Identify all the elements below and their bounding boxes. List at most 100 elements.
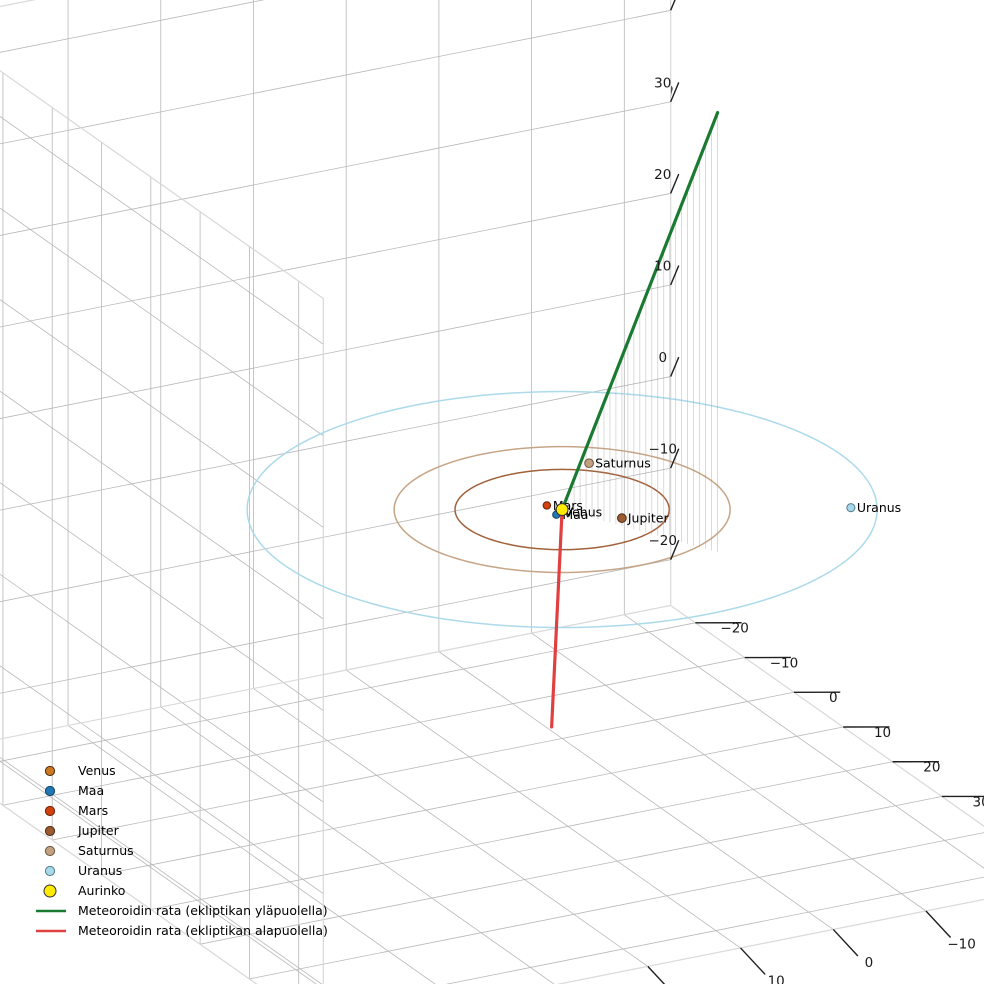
tick-mark <box>670 448 680 469</box>
tick-label-x-5: 30 <box>973 794 984 810</box>
legend-marker-icon <box>44 805 56 817</box>
tick-mark <box>670 173 680 194</box>
legend-label: Meteoroidin rata (ekliptikan yläpuolella… <box>78 903 328 918</box>
legend-marker-icon <box>44 765 56 777</box>
grid-line <box>0 573 324 803</box>
sun-marker <box>555 503 569 516</box>
axis-ticks: −20−1001020304050−20−1001020304050−20−10… <box>647 0 984 984</box>
tick-label-z-3: 10 <box>654 259 671 275</box>
box-edge <box>556 898 984 984</box>
legend-label: Maa <box>78 783 104 798</box>
grid-line <box>0 756 323 984</box>
grid-line <box>0 207 324 437</box>
legend-item-venus[interactable]: Venus <box>44 763 116 778</box>
planet-label: Uranus <box>857 500 901 515</box>
grid-line <box>52 691 794 841</box>
orbit-saturnus <box>393 445 731 574</box>
orbit-jupiter <box>454 468 670 551</box>
tick-mark <box>670 539 680 560</box>
tick-label-x-1: −10 <box>770 655 799 671</box>
tick-label-y-1: −10 <box>947 937 976 953</box>
grid-line <box>438 651 834 930</box>
legend-label: Meteoroidin rata (ekliptikan alapuolella… <box>78 923 328 938</box>
grid-line <box>0 482 324 711</box>
tick-label-z-5: 30 <box>654 75 671 91</box>
track-above-ecliptic <box>560 110 720 512</box>
grid-line <box>0 622 696 762</box>
planet-label: Saturnus <box>595 456 651 471</box>
tick-label-x-2: 0 <box>829 690 838 706</box>
grid-line <box>624 614 984 869</box>
tick-mark <box>925 910 952 938</box>
grid-line <box>67 725 436 984</box>
planet-marker <box>846 503 856 513</box>
grid-line <box>0 299 324 528</box>
legend: Venus Maa Mars Jupiter Saturnus Uranus Aurinko… <box>36 763 328 938</box>
box-edge <box>0 70 324 299</box>
planet-marker <box>584 458 594 469</box>
legend-item-uranus[interactable]: Uranus <box>44 863 122 878</box>
legend-item-meteoroidin-rata-ekliptikan-alapuolella[interactable]: Meteoroidin rata (ekliptikan alapuolella… <box>36 923 328 938</box>
tick-mark <box>647 965 666 984</box>
box-edge <box>0 604 671 740</box>
box-edge <box>670 605 984 827</box>
tick-mark <box>740 947 766 975</box>
legend-label: Uranus <box>78 863 122 878</box>
body-uranus: Uranus <box>846 500 901 515</box>
legend-label: Jupiter <box>77 823 120 838</box>
legend-item-maa[interactable]: Maa <box>44 783 104 798</box>
legend-label: Mars <box>78 803 108 818</box>
planet-orbits <box>246 390 878 629</box>
planet-label: Maa <box>562 507 588 522</box>
tick-label-y-3: 10 <box>768 973 785 984</box>
legend-item-aurinko[interactable]: Aurinko <box>43 883 125 898</box>
grid-line <box>253 688 649 967</box>
tick-mark <box>670 356 680 377</box>
planet-marker <box>617 513 627 523</box>
grid-line <box>531 632 927 912</box>
body-maa: Maa <box>552 507 588 522</box>
body-jupiter: Jupiter <box>617 511 670 526</box>
tick-mark <box>832 928 859 957</box>
grid-line <box>150 761 893 910</box>
legend-label: Saturnus <box>78 843 134 858</box>
tick-label-x-0: −20 <box>720 621 749 637</box>
tick-mark <box>670 82 680 103</box>
legend-label: Aurinko <box>78 883 125 898</box>
tick-label-x-4: 20 <box>923 760 940 776</box>
grid-line <box>0 0 265 53</box>
grid-line <box>160 706 555 984</box>
legend-item-meteoroidin-rata-ekliptikan-yl-puolella[interactable]: Meteoroidin rata (ekliptikan yläpuolella… <box>36 903 328 918</box>
legend-item-jupiter[interactable]: Jupiter <box>44 823 120 838</box>
meteoroid-trajectory <box>550 110 720 729</box>
orbit-uranus <box>246 390 878 629</box>
tick-label-z-1: −10 <box>649 442 678 458</box>
grid-line <box>2 657 745 806</box>
tick-label-x-3: 10 <box>874 725 891 741</box>
body-saturnus: Saturnus <box>584 456 651 471</box>
legend-marker-icon <box>44 825 56 837</box>
legend-item-saturnus[interactable]: Saturnus <box>44 843 134 858</box>
planet-label: Venus <box>565 505 603 520</box>
legend-marker-icon <box>44 845 56 857</box>
tick-mark <box>670 0 676 11</box>
grid-line <box>0 665 324 895</box>
legend-item-mars[interactable]: Mars <box>44 803 108 818</box>
planet-label: Jupiter <box>627 511 670 526</box>
legend-marker-icon <box>44 785 56 797</box>
tick-mark <box>670 265 680 286</box>
grid-line <box>345 669 741 949</box>
legend-marker-icon <box>44 865 56 877</box>
legend-label: Venus <box>78 763 116 778</box>
tick-label-z-2: 0 <box>658 350 667 366</box>
box-edge <box>0 802 258 984</box>
grid-line <box>445 876 984 984</box>
grid-line <box>0 390 324 620</box>
grid-line <box>249 832 984 980</box>
tick-label-z-0: −20 <box>649 533 678 549</box>
